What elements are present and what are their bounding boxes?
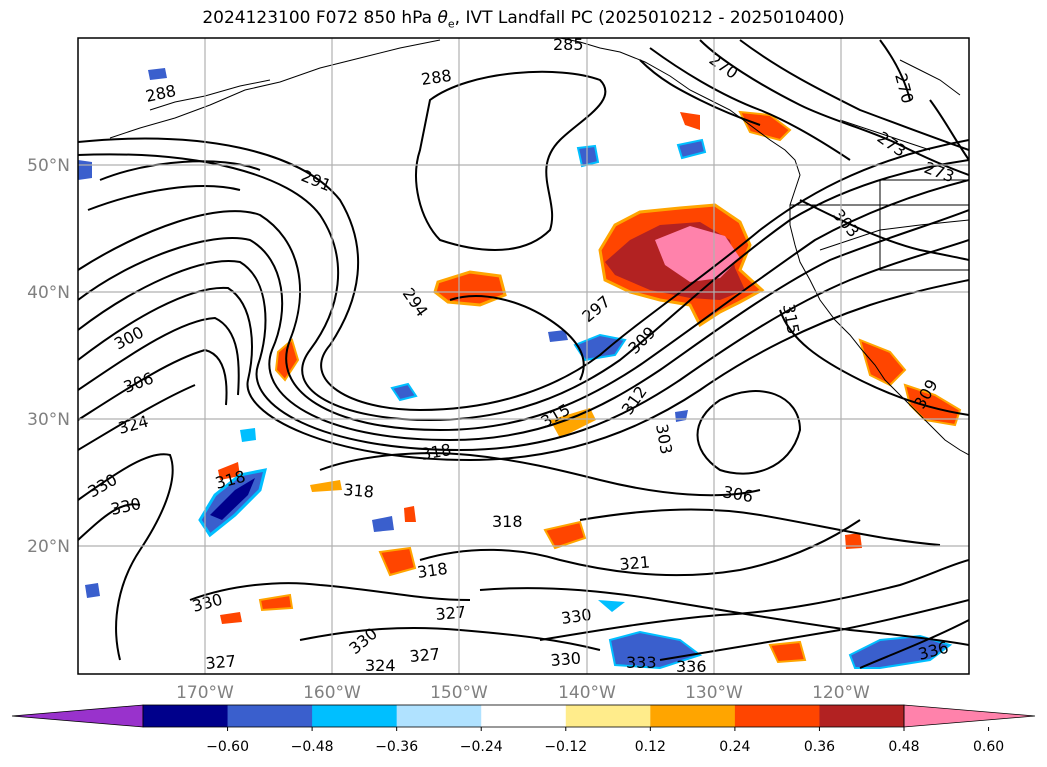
contour-label: 297 <box>578 292 614 326</box>
colorbar-tick-label: −0.24 <box>460 739 503 755</box>
lon-label: 140°W <box>558 683 616 703</box>
colorbar-frame <box>142 704 905 728</box>
map-frame <box>77 37 970 675</box>
contour-label: 291 <box>299 166 334 195</box>
colorbar-tick-label: 0.12 <box>635 739 666 755</box>
colorbar-segment <box>650 705 736 727</box>
colorbar-tick-label: 0.24 <box>719 739 750 755</box>
colorbar-extend-low <box>11 704 144 728</box>
contour-label: 336 <box>676 657 707 676</box>
contour-label: 330 <box>550 648 582 670</box>
lon-label: 120°W <box>812 683 870 703</box>
contour-label: 333 <box>626 653 657 672</box>
contour-label: 330 <box>560 605 593 628</box>
contour-label: 285 <box>553 35 584 54</box>
contour-label: 327 <box>435 602 467 624</box>
contour-label: 324 <box>116 412 150 438</box>
colorbar-segment <box>481 705 567 727</box>
colorbar-extend-high <box>903 704 1036 728</box>
colorbar-segment <box>734 705 820 727</box>
lon-label: 170°W <box>176 683 234 703</box>
lat-label: 40°N <box>27 283 70 303</box>
contour-label: 288 <box>420 66 453 89</box>
contour-label: 288 <box>144 81 178 106</box>
colorbar-tick-label: −0.12 <box>544 739 587 755</box>
ivt-pc-negative-fill <box>78 68 953 670</box>
lat-label: 20°N <box>27 537 70 557</box>
colorbar-segment <box>396 705 482 727</box>
contour-label: 318 <box>343 480 375 502</box>
colorbar-tick-label: 0.36 <box>804 739 835 755</box>
ivt-pc-positive-fill <box>218 110 962 664</box>
colorbar-segment <box>312 705 398 727</box>
colorbar-segment <box>143 705 229 727</box>
contour-label: 303 <box>652 422 676 455</box>
contour-label: 321 <box>619 552 651 574</box>
latitude-labels: 50°N 40°N 30°N 20°N <box>27 156 70 557</box>
contour-label: 327 <box>205 651 237 673</box>
lat-label: 30°N <box>27 410 70 430</box>
colorbar-tick-label: 0.60 <box>973 739 1004 755</box>
contour-label: 303 <box>829 205 863 241</box>
longitude-labels: 170°W 160°W 150°W 140°W 130°W 120°W <box>176 683 870 703</box>
theta-e-contours <box>78 39 969 669</box>
contour-label: 270 <box>891 71 917 105</box>
contour-label: 306 <box>721 482 754 506</box>
contour-label: 306 <box>121 368 156 396</box>
map-title: 2024123100 F072 850 hPa θe, IVT Landfall… <box>202 8 845 31</box>
colorbar-tick-label: −0.60 <box>206 739 249 755</box>
contour-label: 327 <box>409 644 441 666</box>
colorbar-tick-label: −0.48 <box>291 739 334 755</box>
lon-label: 150°W <box>430 683 488 703</box>
lon-label: 130°W <box>685 683 743 703</box>
contour-label: 318 <box>492 512 523 531</box>
contour-label: 270 <box>706 50 742 83</box>
lat-label: 50°N <box>27 156 70 176</box>
contour-label: 318 <box>416 559 449 582</box>
contour-label: 330 <box>109 494 143 519</box>
map-plot-area: 285 288 288 291 294 297 300 306 303 306 … <box>78 35 969 676</box>
colorbar-tick-label: 0.48 <box>888 739 919 755</box>
contour-label: 324 <box>365 656 396 675</box>
gridlines <box>78 38 969 674</box>
colorbar-tick-label: −0.36 <box>375 739 418 755</box>
colorbar: −0.60 −0.48 −0.36 −0.24 −0.12 0.12 0.24 0.36 0.4… <box>11 704 1036 755</box>
contour-label: 294 <box>399 284 432 320</box>
colorbar-segment <box>819 705 905 727</box>
lon-label: 160°W <box>303 683 361 703</box>
contour-label: 330 <box>190 590 224 616</box>
colorbar-segment <box>565 705 651 727</box>
contour-label: 315 <box>779 302 803 335</box>
colorbar-segment <box>227 705 313 727</box>
